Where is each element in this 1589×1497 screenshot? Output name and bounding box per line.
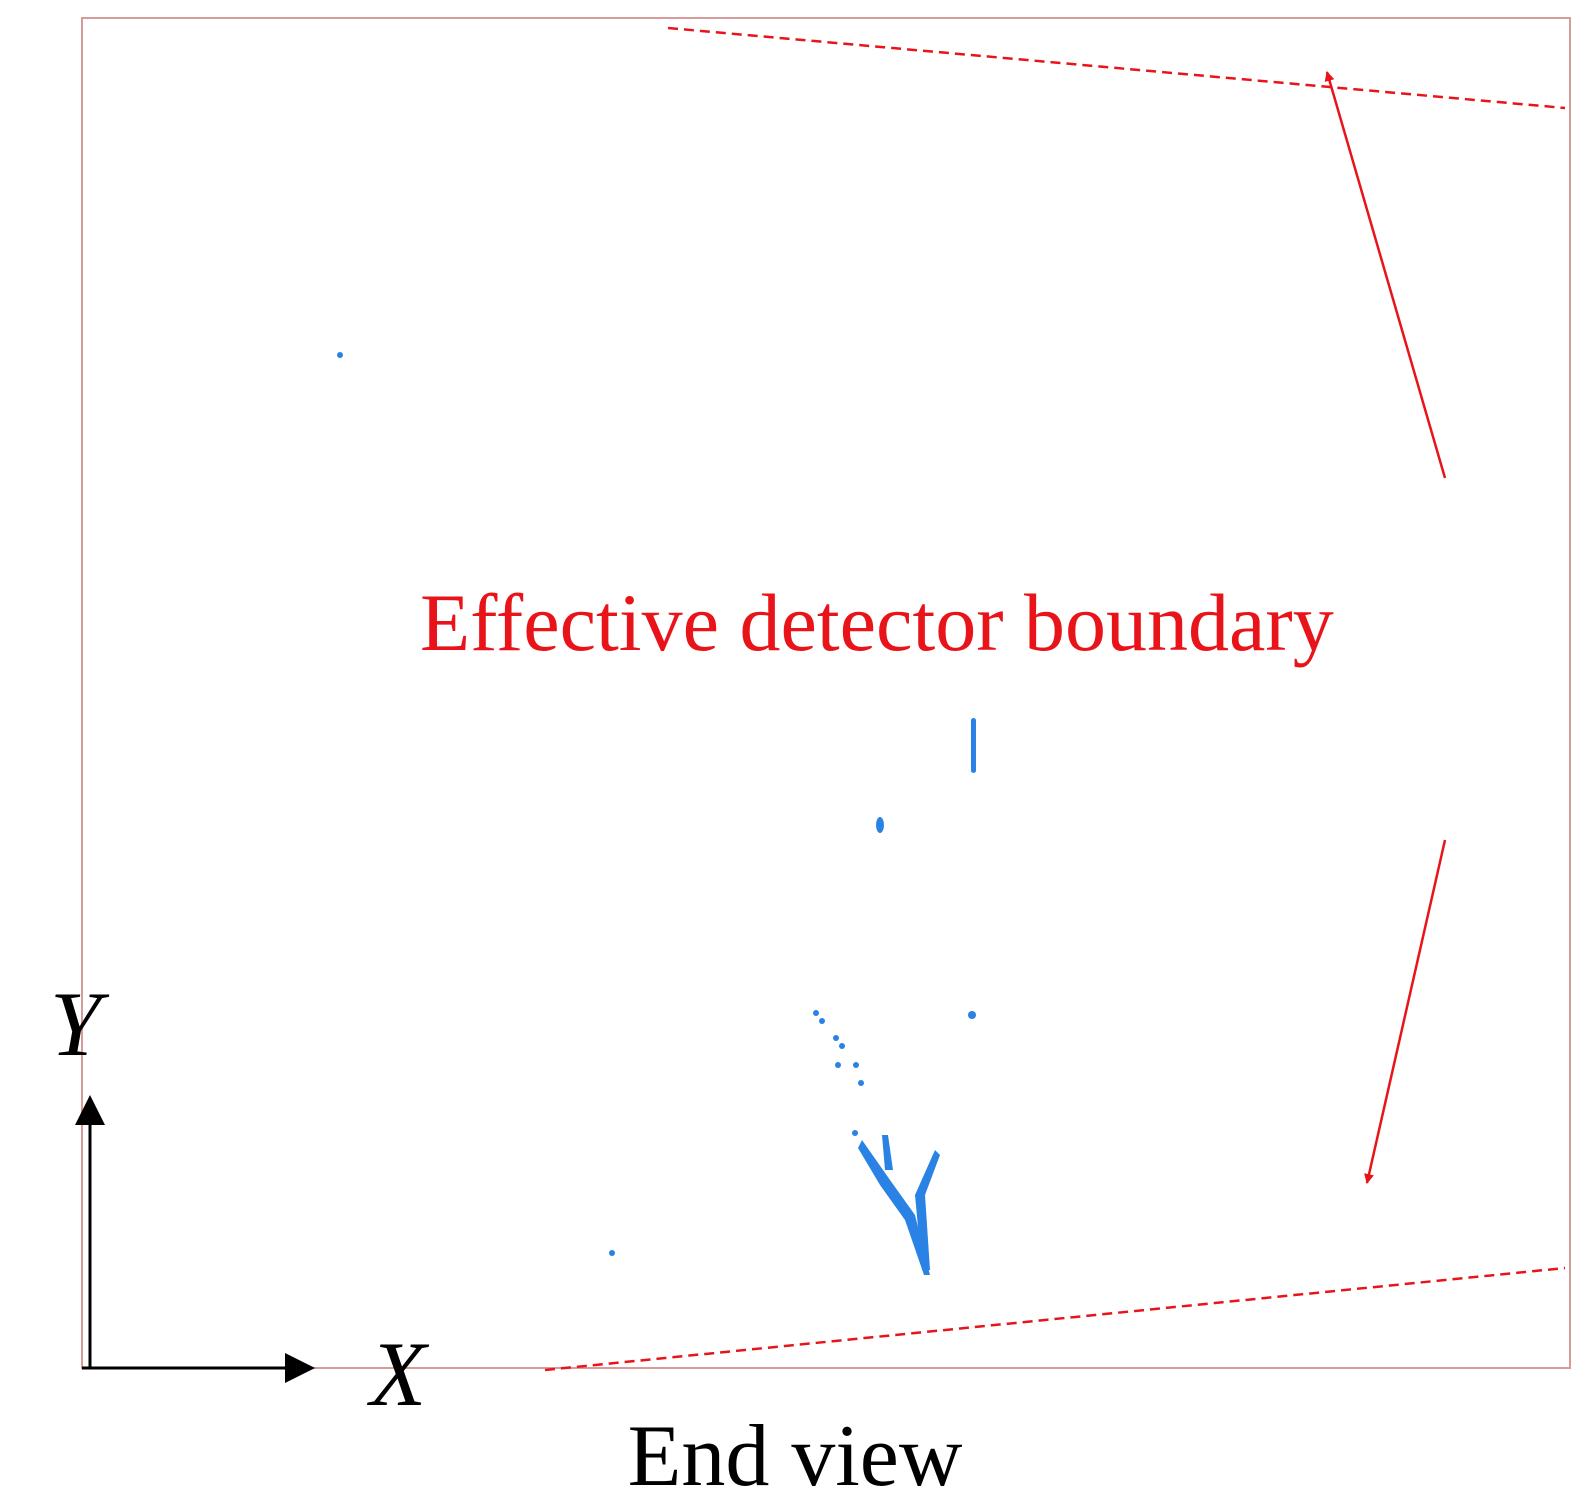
top-boundary [668, 28, 1565, 108]
x-axis-label: X [366, 1323, 430, 1425]
caption: End view [628, 1408, 963, 1497]
bottom-boundary [545, 1268, 1565, 1370]
figure: Effective detector boundary Y X End view [0, 0, 1589, 1497]
annotation: Effective detector boundary [420, 577, 1334, 668]
pointer-arrow [1367, 840, 1445, 1183]
detector-frame [82, 18, 1570, 1368]
pointer-arrow [1327, 72, 1445, 478]
event-hits [337, 352, 976, 1275]
y-axis-label: Y [50, 973, 110, 1075]
